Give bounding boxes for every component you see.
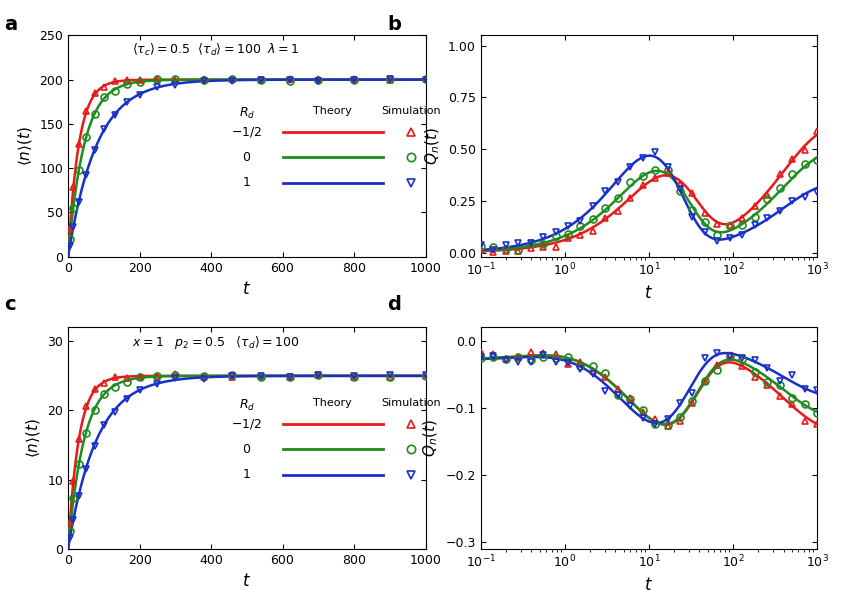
Text: $\langle\tau_c\rangle = 0.5$  $\langle\tau_d\rangle = 100$  $\lambda = 1$: $\langle\tau_c\rangle = 0.5$ $\langle\ta… <box>133 42 300 58</box>
Text: $0$: $0$ <box>243 442 251 455</box>
Text: $1$: $1$ <box>243 468 251 481</box>
Text: $-1/2$: $-1/2$ <box>231 417 262 431</box>
Text: b: b <box>387 15 401 34</box>
Text: Simulation: Simulation <box>381 398 441 408</box>
Text: d: d <box>387 295 401 314</box>
Text: a: a <box>4 15 17 34</box>
Y-axis label: $Q_n(t)$: $Q_n(t)$ <box>424 127 443 165</box>
X-axis label: $t$: $t$ <box>644 284 654 301</box>
Text: $x = 1$   $p_2 = 0.5$   $\langle\tau_d\rangle = 100$: $x = 1$ $p_2 = 0.5$ $\langle\tau_d\rangl… <box>133 334 300 351</box>
Text: Theory: Theory <box>313 106 352 116</box>
Text: $0$: $0$ <box>243 150 251 163</box>
Y-axis label: $\langle n\rangle(t)$: $\langle n\rangle(t)$ <box>16 126 34 166</box>
X-axis label: $t$: $t$ <box>243 280 251 298</box>
X-axis label: $t$: $t$ <box>243 572 251 590</box>
X-axis label: $t$: $t$ <box>644 576 654 590</box>
Text: Theory: Theory <box>313 398 352 408</box>
Text: $1$: $1$ <box>243 176 251 189</box>
Y-axis label: $\langle n\rangle(t)$: $\langle n\rangle(t)$ <box>24 418 42 458</box>
Text: $R_d$: $R_d$ <box>238 106 255 122</box>
Text: Simulation: Simulation <box>381 106 441 116</box>
Text: $R_d$: $R_d$ <box>238 398 255 414</box>
Text: $-1/2$: $-1/2$ <box>231 124 262 139</box>
Y-axis label: $Q_n(t)$: $Q_n(t)$ <box>421 419 440 457</box>
Text: c: c <box>4 295 16 314</box>
